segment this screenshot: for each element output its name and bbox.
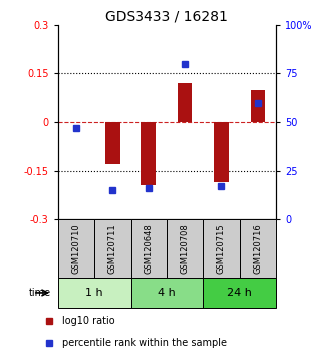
Text: GSM120648: GSM120648 (144, 223, 153, 274)
Text: log10 ratio: log10 ratio (62, 316, 114, 326)
Bar (105, 122, 120, 164)
FancyBboxPatch shape (203, 278, 276, 308)
Text: 24 h: 24 h (227, 288, 252, 298)
FancyBboxPatch shape (240, 219, 276, 278)
Title: GDS3433 / 16281: GDS3433 / 16281 (106, 10, 228, 24)
Text: 4 h: 4 h (158, 288, 176, 298)
Text: GSM120711: GSM120711 (108, 223, 117, 274)
FancyBboxPatch shape (94, 219, 131, 278)
FancyBboxPatch shape (58, 278, 131, 308)
Bar (251, 90, 265, 122)
FancyBboxPatch shape (167, 219, 203, 278)
Text: percentile rank within the sample: percentile rank within the sample (62, 338, 227, 348)
FancyBboxPatch shape (58, 219, 94, 278)
Text: 1 h: 1 h (85, 288, 103, 298)
Bar (178, 83, 192, 122)
FancyBboxPatch shape (131, 278, 203, 308)
Text: GSM120710: GSM120710 (72, 223, 81, 274)
FancyBboxPatch shape (203, 219, 240, 278)
Text: GSM120716: GSM120716 (253, 223, 262, 274)
Text: GSM120715: GSM120715 (217, 223, 226, 274)
FancyBboxPatch shape (131, 219, 167, 278)
Bar (142, 122, 156, 185)
Bar (214, 122, 229, 182)
Text: GSM120708: GSM120708 (181, 223, 190, 274)
Text: time: time (29, 288, 51, 298)
